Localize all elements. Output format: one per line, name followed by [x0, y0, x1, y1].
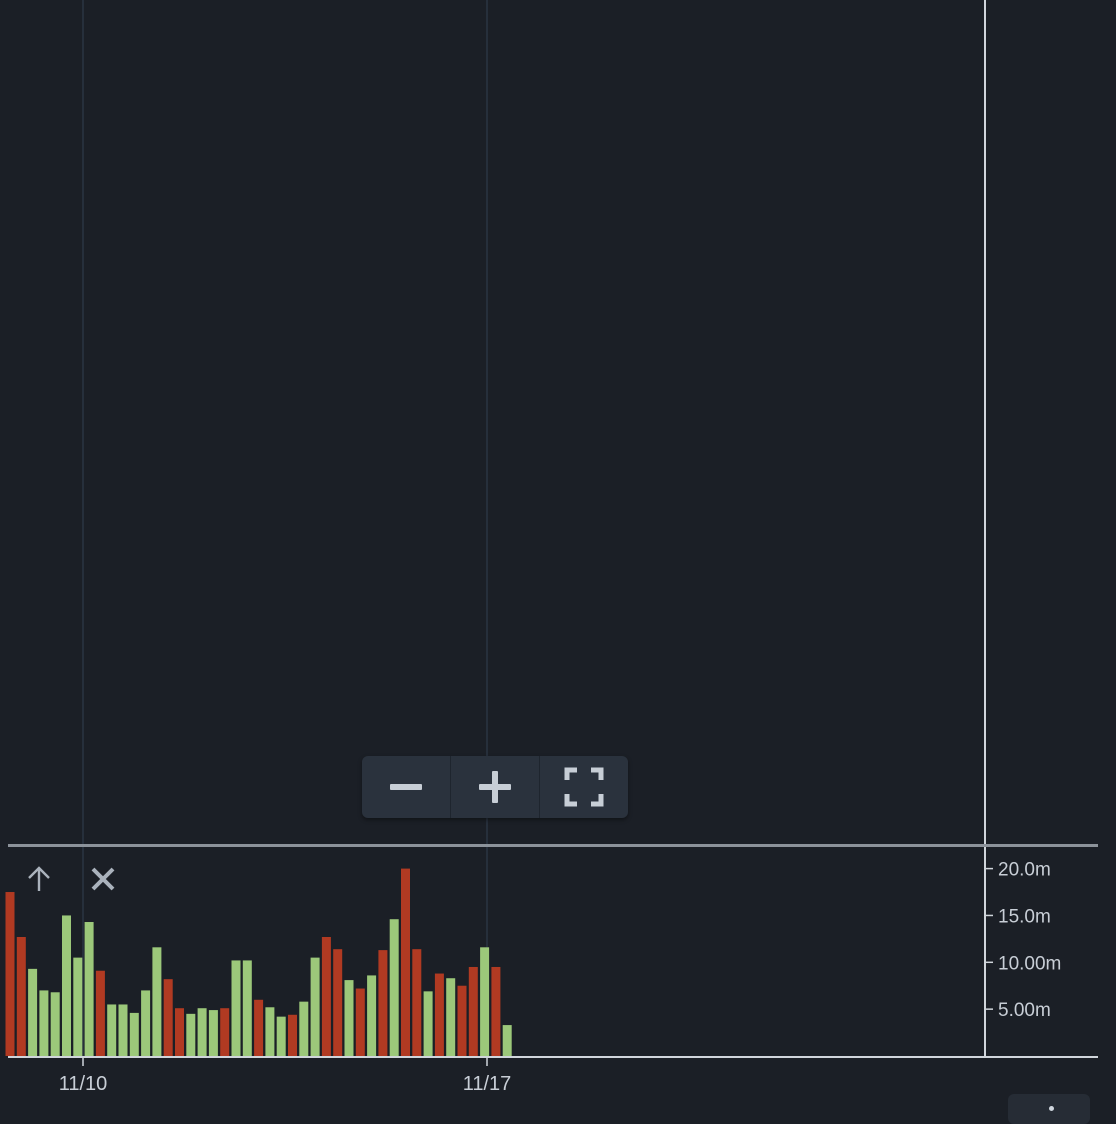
scroll-widget[interactable] [1008, 1094, 1090, 1124]
volume-tick-label: 10.00m [998, 953, 1061, 974]
volume-bar [152, 947, 162, 1056]
volume-bar [242, 960, 252, 1056]
volume-bar [197, 1008, 207, 1056]
volume-bar [480, 947, 490, 1056]
volume-bar [95, 970, 105, 1056]
volume-bar [84, 922, 94, 1056]
time-tick-label: 11/10 [59, 1073, 108, 1095]
volume-bar [129, 1012, 139, 1056]
volume-bar [310, 957, 320, 1056]
volume-bar [446, 978, 456, 1056]
volume-bar [16, 937, 26, 1056]
volume-bar [231, 960, 241, 1056]
volume-bar [355, 988, 365, 1056]
volume-bar [502, 1025, 512, 1056]
volume-bar [389, 919, 399, 1056]
volume-bar [141, 990, 151, 1056]
volume-bar [208, 1010, 218, 1056]
volume-bar [39, 990, 49, 1056]
volume-bar [163, 979, 173, 1056]
volume-bar [491, 966, 501, 1056]
volume-bar [344, 980, 354, 1056]
pane-separator [8, 844, 1098, 847]
volume-bar [50, 992, 60, 1056]
scroll-dot-icon [1049, 1106, 1054, 1111]
volume-bar [73, 957, 83, 1056]
close-panel-button[interactable] [86, 862, 120, 896]
volume-bar [401, 868, 410, 1056]
zoom-out-button[interactable] [362, 756, 450, 818]
volume-bar [457, 985, 467, 1056]
volume-bar [276, 1016, 286, 1056]
close-icon [91, 867, 115, 891]
volume-bar [118, 1004, 128, 1056]
volume-bar [107, 1004, 117, 1056]
time-tick-label: 11/17 [463, 1073, 512, 1095]
volume-bar [468, 966, 478, 1056]
fullscreen-button[interactable] [539, 756, 628, 818]
volume-bar [423, 991, 433, 1056]
volume-bar [333, 949, 343, 1056]
volume-bar [288, 1014, 297, 1056]
volume-tick-label: 5.00m [998, 1000, 1051, 1021]
arrow-up-icon [28, 866, 50, 891]
volume-bar [5, 892, 15, 1056]
zoom-toolbar [362, 756, 628, 818]
volume-bar [299, 1001, 309, 1056]
volume-tick-label: 15.0m [998, 906, 1051, 927]
volume-bar [220, 1008, 230, 1056]
volume-bar [265, 1007, 275, 1056]
volume-bar [412, 949, 422, 1056]
volume-bar [254, 999, 264, 1056]
plus-icon [479, 771, 511, 803]
move-panel-up-button[interactable] [22, 862, 56, 896]
volume-bar [28, 968, 38, 1056]
minus-icon [390, 784, 422, 790]
volume-bar [367, 975, 377, 1056]
volume-bar [175, 1008, 184, 1056]
volume-bar [186, 1013, 196, 1056]
zoom-in-button[interactable] [450, 756, 539, 818]
volume-bar [62, 915, 71, 1056]
volume-bar [321, 937, 331, 1056]
volume-bar [434, 973, 444, 1056]
fullscreen-icon [564, 767, 604, 807]
volume-tick-label: 20.0m [998, 860, 1051, 881]
volume-bar [378, 950, 388, 1056]
